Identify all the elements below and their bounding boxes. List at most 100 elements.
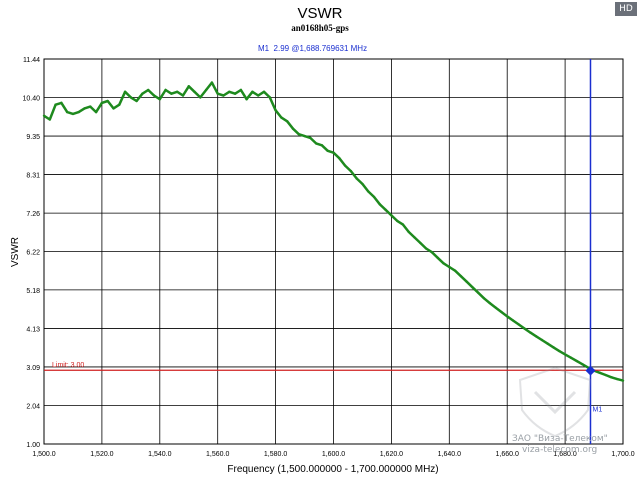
data-point	[540, 338, 544, 342]
data-point	[569, 356, 573, 359]
data-point	[471, 286, 474, 289]
data-point	[482, 297, 486, 300]
data-point	[89, 105, 92, 108]
data-point	[494, 306, 497, 309]
data-point	[54, 103, 57, 106]
data-point	[181, 94, 185, 97]
data-point	[164, 88, 167, 92]
data-point	[378, 203, 382, 206]
data-point	[274, 109, 277, 112]
data-point	[94, 110, 98, 114]
data-point	[233, 92, 237, 95]
marker-label: M1	[592, 407, 602, 414]
data-point	[534, 335, 538, 338]
data-point	[401, 223, 405, 226]
x-tick-label: 1,580.0	[264, 451, 287, 458]
data-point	[558, 349, 561, 353]
y-tick-label: 9.35	[26, 134, 40, 141]
data-point	[448, 265, 451, 269]
data-point	[517, 323, 520, 326]
data-point	[442, 262, 445, 265]
data-point	[199, 96, 202, 99]
data-point	[314, 142, 318, 145]
x-tick-label: 1,680.0	[553, 451, 576, 458]
marker-readout: M1 2.99 @1,688.769631 MHz	[258, 44, 367, 53]
data-point	[100, 101, 104, 105]
data-point	[222, 94, 225, 97]
data-point	[48, 118, 51, 121]
data-point	[338, 157, 341, 160]
data-point	[343, 164, 347, 167]
data-point	[563, 353, 567, 356]
hd-badge[interactable]: HD	[615, 2, 637, 16]
y-tick-label: 4.13	[26, 327, 40, 334]
y-tick-label: 3.09	[26, 365, 40, 372]
x-tick-label: 1,500.0	[32, 451, 55, 458]
data-point	[604, 373, 607, 377]
data-point	[355, 177, 358, 180]
data-point	[152, 94, 156, 97]
watermark-site: viza-telecom.org	[522, 445, 598, 455]
data-point	[175, 90, 179, 94]
data-point	[390, 214, 393, 217]
y-tick-label: 10.40	[22, 95, 40, 102]
data-point	[459, 275, 463, 278]
x-tick-label: 1,620.0	[380, 451, 403, 458]
data-point	[581, 363, 584, 366]
data-point	[268, 96, 272, 99]
grid	[44, 59, 623, 444]
y-tick-label: 7.26	[26, 211, 40, 218]
data-point	[349, 169, 353, 173]
data-point	[575, 359, 578, 363]
data-point	[616, 377, 619, 381]
data-point	[361, 182, 364, 186]
data-point	[413, 236, 416, 239]
data-point	[210, 81, 214, 84]
y-tick-label: 5.18	[26, 288, 40, 295]
y-axis-ticks: 1.00 2.04 3.09 4.13 5.18 6.22 7.26 8.31 9.35 10.4…	[22, 57, 40, 449]
data-point	[552, 346, 555, 349]
data-point	[297, 133, 300, 136]
x-tick-label: 1,520.0	[90, 451, 113, 458]
y-tick-label: 2.04	[26, 404, 40, 411]
data-point	[106, 99, 109, 103]
data-point	[193, 90, 196, 94]
data-point	[465, 280, 468, 283]
data-point	[546, 342, 549, 345]
data-point	[123, 90, 127, 94]
data-point	[621, 379, 625, 382]
series-layer	[42, 81, 625, 382]
data-point	[367, 190, 370, 193]
x-tick-label: 1,700.0	[611, 451, 634, 458]
data-point	[262, 90, 266, 94]
data-point	[77, 110, 80, 114]
data-point	[118, 103, 121, 106]
data-point	[245, 97, 248, 101]
data-point	[303, 134, 306, 138]
marker-layer[interactable]: M1	[585, 59, 602, 444]
x-tick-label: 1,660.0	[496, 451, 519, 458]
data-point	[477, 291, 480, 295]
data-point	[332, 151, 335, 154]
data-point	[488, 301, 492, 305]
data-point	[135, 99, 138, 103]
data-point	[453, 269, 457, 272]
data-point	[395, 219, 399, 223]
y-tick-label: 11.44	[23, 57, 40, 64]
data-point	[187, 85, 190, 88]
data-point	[436, 256, 439, 259]
data-point	[216, 92, 219, 95]
data-point	[65, 110, 69, 114]
data-point	[419, 241, 422, 245]
chart-title: VSWR	[298, 5, 343, 22]
data-point	[251, 90, 254, 94]
data-point	[71, 112, 75, 116]
data-point	[598, 371, 602, 375]
watermark-shield-icon	[518, 366, 592, 438]
y-tick-label: 8.31	[26, 172, 40, 179]
data-point	[326, 149, 329, 153]
y-tick-label: 6.22	[26, 250, 40, 257]
data-point	[424, 247, 428, 250]
data-point	[320, 144, 324, 147]
watermark-company: ЗАО "Виза-Телеком"	[512, 434, 608, 444]
